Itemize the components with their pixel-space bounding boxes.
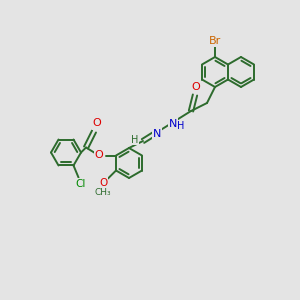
Text: H: H	[177, 121, 185, 131]
Text: O: O	[192, 82, 200, 92]
Text: CH₃: CH₃	[95, 188, 111, 197]
Text: O: O	[99, 178, 107, 188]
Text: H: H	[131, 135, 139, 145]
Text: Cl: Cl	[75, 179, 86, 190]
Text: O: O	[94, 151, 103, 160]
Text: O: O	[93, 118, 101, 128]
Text: N: N	[169, 119, 177, 129]
Text: Br: Br	[209, 36, 221, 46]
Text: N: N	[153, 129, 161, 139]
